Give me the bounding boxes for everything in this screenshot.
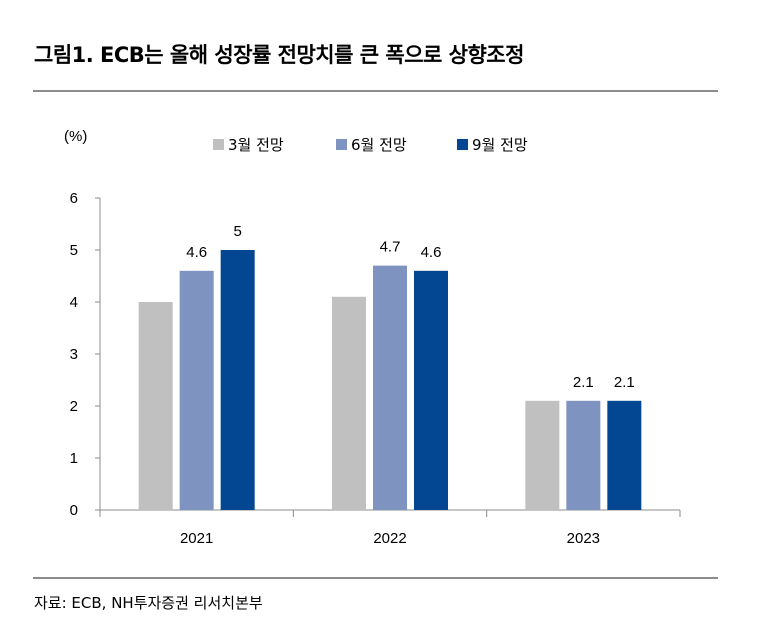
x-tick-label: 2022 [373, 530, 406, 547]
bar-2022-series-1 [332, 296, 366, 510]
data-label: 2.1 [573, 374, 594, 391]
bar-2021-series-3 [220, 250, 255, 510]
legend-swatch [336, 139, 347, 150]
bars [138, 250, 642, 510]
y-tick-label: 0 [70, 502, 78, 519]
legend: 3월 전망 6월 전망 9월 전망 [213, 136, 528, 154]
x-tick-label: 2021 [180, 530, 213, 547]
bar-2022-series-2 [373, 265, 407, 510]
data-label: 4.6 [186, 244, 207, 261]
y-axis: 0 1 2 3 4 5 6 [70, 190, 101, 519]
y-tick-label: 4 [70, 294, 78, 311]
bar-2023-series-1 [525, 400, 560, 510]
data-label: 4.6 [421, 244, 442, 261]
legend-label: 3월 전망 [228, 136, 284, 154]
y-tick-label: 3 [70, 346, 78, 363]
top-divider [33, 90, 718, 92]
data-label: 4.7 [380, 239, 401, 256]
bar-2023-series-2 [566, 400, 601, 510]
x-tick-label: 2023 [567, 530, 600, 547]
y-tick-label: 2 [70, 398, 78, 415]
data-label: 5 [233, 223, 241, 240]
x-axis: 2021 2022 2023 [99, 509, 681, 547]
bar-2021-series-2 [179, 270, 214, 510]
chart-title: 그림1. ECB는 올해 성장률 전망치를 큰 폭으로 상향조정 [34, 43, 524, 67]
y-tick-label: 1 [70, 450, 78, 467]
bar-2023-series-3 [607, 400, 642, 510]
legend-label: 9월 전망 [472, 136, 528, 154]
legend-swatch [213, 139, 224, 150]
y-unit-label: (%) [64, 128, 87, 145]
data-label: 2.1 [614, 374, 635, 391]
data-labels: 4.6 4.7 2.1 5 4.6 2.1 [186, 223, 635, 391]
y-tick-label: 5 [70, 242, 78, 259]
y-tick-label: 6 [70, 190, 78, 207]
legend-swatch [457, 139, 468, 150]
source-note: 자료: ECB, NH투자증권 리서치본부 [34, 594, 263, 612]
legend-label: 6월 전망 [351, 136, 407, 154]
bottom-divider [33, 577, 718, 579]
bar-2021-series-1 [138, 302, 173, 510]
bar-2022-series-3 [414, 270, 448, 510]
